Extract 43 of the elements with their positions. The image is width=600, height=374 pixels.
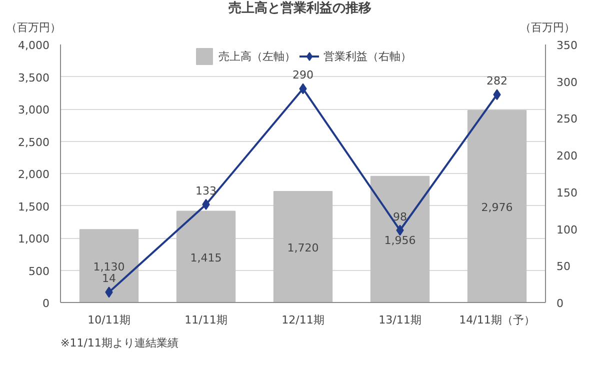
y2-tick-label: 50 [556,260,570,274]
bar [176,210,236,302]
y2-tick-label: 200 [556,150,578,163]
x-tick-label: 10/11期 [88,314,130,326]
bar [370,176,430,302]
data-label: 1,415 [190,251,222,264]
x-tick-label: 14/11期（予） [459,314,535,326]
y2-tick-label: 0 [556,297,564,310]
x-tick-label: 13/11期 [378,314,422,326]
y-tick-label: 3,500 [18,71,50,84]
data-label: 290 [292,68,314,82]
data-label: 282 [486,74,508,88]
x-tick-label: 12/11期 [282,314,324,326]
y-tick-label: 3,000 [18,104,50,116]
y2-tick-label: 350 [556,39,578,52]
y2-tick-label: 100 [556,223,578,236]
data-label: 2,976 [481,201,513,214]
legend-label: 売上高（左軸） [218,48,296,64]
data-label: 133 [196,184,216,198]
y-tick-label: 4,000 [18,39,50,52]
x-tick-label: 11/11期 [184,314,228,326]
bar [467,110,527,302]
y-tick-label: 1,000 [18,232,50,246]
y2-tick-label: 150 [556,186,578,200]
y-tick-label: 1,500 [18,200,50,214]
y2-tick-label: 300 [556,76,578,89]
data-label: 1,720 [287,242,319,255]
y2-axis-title: （百万円） [520,20,575,36]
y-tick-label: 2,000 [18,168,50,181]
y2-tick-label: 250 [556,112,578,126]
legend-label: 営業利益（右軸） [324,48,412,64]
y-tick-label: 500 [28,264,50,278]
bar [273,191,333,302]
data-label: 1,130 [93,260,125,274]
data-label: 14 [102,272,116,286]
chart-title: 売上高と営業利益の推移 [228,0,372,18]
y-tick-label: 0 [42,297,50,310]
y-axis-title: （百万円） [6,20,61,36]
bar [79,229,139,302]
data-label: 98 [393,210,407,224]
data-label: 1,956 [384,234,416,247]
y-tick-label: 2,500 [18,136,50,149]
text: ※11/11期より連結業績 [60,336,178,350]
